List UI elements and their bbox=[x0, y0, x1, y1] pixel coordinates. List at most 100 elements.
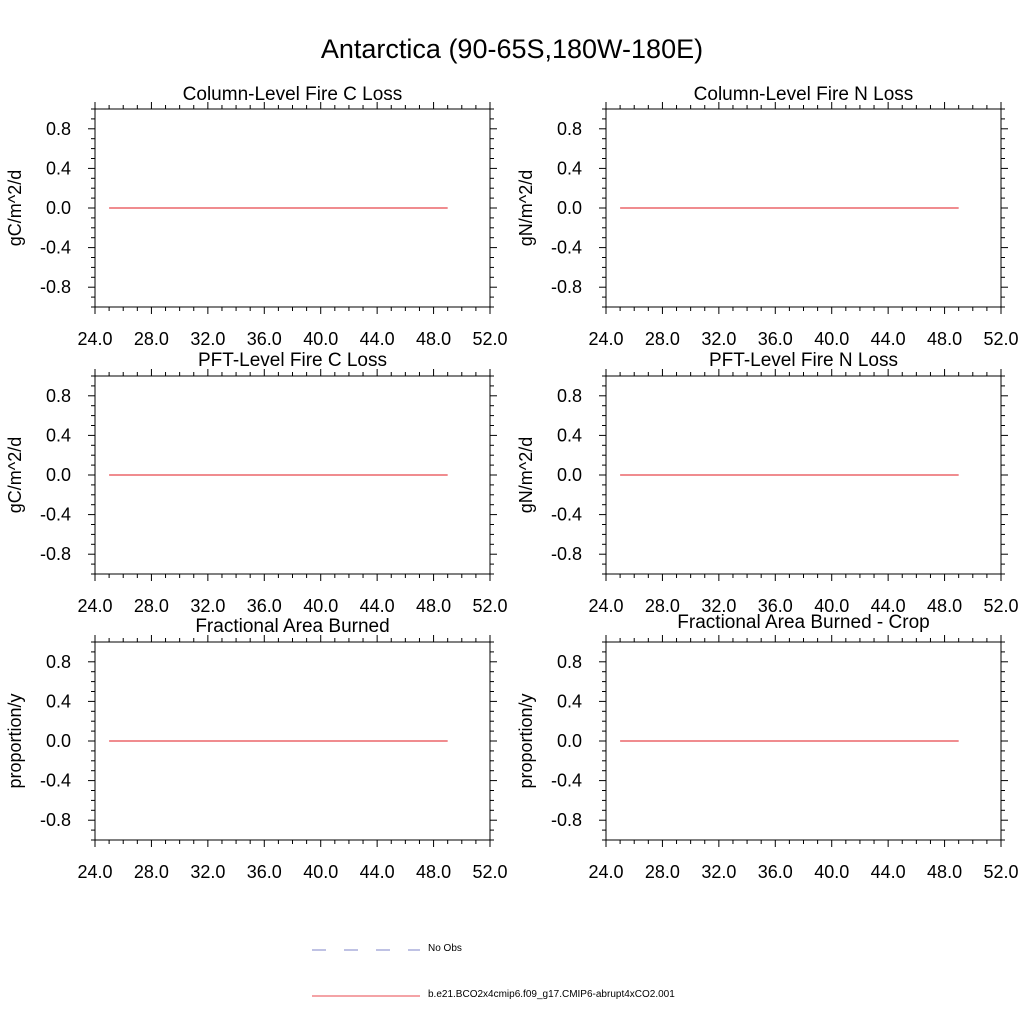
y-tick-label: 0.4 bbox=[557, 691, 582, 711]
y-tick-label: -0.4 bbox=[40, 505, 71, 525]
legend-swatch-model bbox=[312, 995, 420, 997]
y-tick-label: 0.8 bbox=[46, 119, 71, 139]
y-axis-label: gN/m^2/d bbox=[516, 170, 536, 246]
y-tick-label: -0.4 bbox=[551, 771, 582, 791]
x-tick-label: 28.0 bbox=[134, 329, 169, 349]
x-tick-label: 32.0 bbox=[190, 329, 225, 349]
y-tick-label: 0.8 bbox=[557, 386, 582, 406]
panel-title: PFT-Level Fire C Loss bbox=[198, 350, 387, 371]
x-tick-label: 44.0 bbox=[360, 329, 395, 349]
x-tick-label: 36.0 bbox=[247, 596, 282, 616]
figure-title: Antarctica (90-65S,180W-180E) bbox=[320, 34, 704, 64]
x-tick-label: 24.0 bbox=[77, 862, 112, 882]
x-tick-label: 32.0 bbox=[701, 596, 736, 616]
y-tick-label: -0.4 bbox=[40, 771, 71, 791]
y-tick-label: 0.8 bbox=[46, 652, 71, 672]
y-tick-label: -0.8 bbox=[40, 277, 71, 297]
x-tick-label: 52.0 bbox=[472, 329, 507, 349]
x-tick-label: 24.0 bbox=[588, 329, 623, 349]
y-tick-label: 0.4 bbox=[46, 158, 71, 178]
x-tick-label: 52.0 bbox=[472, 862, 507, 882]
panel-title: Column-Level Fire N Loss bbox=[694, 84, 914, 105]
y-tick-label: 0.8 bbox=[46, 386, 71, 406]
panel-title: Column-Level Fire C Loss bbox=[183, 84, 403, 105]
y-tick-label: -0.8 bbox=[551, 277, 582, 297]
x-tick-label: 48.0 bbox=[927, 862, 962, 882]
y-tick-label: 0.0 bbox=[557, 731, 582, 751]
x-tick-label: 52.0 bbox=[983, 862, 1018, 882]
y-axis-label: proportion/y bbox=[516, 693, 536, 788]
x-tick-label: 52.0 bbox=[983, 596, 1018, 616]
x-tick-label: 28.0 bbox=[134, 862, 169, 882]
x-tick-label: 28.0 bbox=[134, 596, 169, 616]
x-tick-label: 36.0 bbox=[247, 329, 282, 349]
y-tick-label: 0.0 bbox=[557, 465, 582, 485]
x-tick-label: 28.0 bbox=[645, 596, 680, 616]
y-axis-label: gN/m^2/d bbox=[516, 437, 536, 513]
x-tick-label: 24.0 bbox=[588, 862, 623, 882]
y-tick-label: 0.0 bbox=[46, 465, 71, 485]
legend-item-model: b.e21.BCO2x4cmip6.f09_g17.CMIP6-abrupt4x… bbox=[310, 986, 810, 1006]
chart-panel-1: Column-Level Fire C Loss gC/m^2/d 24.0 28.0… bbox=[5, 84, 508, 349]
x-tick-label: 36.0 bbox=[758, 862, 793, 882]
y-tick-label: 0.0 bbox=[46, 198, 71, 218]
x-tick-label: 36.0 bbox=[758, 329, 793, 349]
legend-label-model: b.e21.BCO2x4cmip6.f09_g17.CMIP6-abrupt4x… bbox=[428, 989, 675, 1000]
x-tick-label: 48.0 bbox=[416, 862, 451, 882]
y-tick-label: -0.4 bbox=[551, 238, 582, 258]
y-tick-label: -0.8 bbox=[40, 810, 71, 830]
y-tick-label: 0.0 bbox=[46, 731, 71, 751]
y-tick-label: 0.4 bbox=[557, 425, 582, 445]
x-tick-label: 44.0 bbox=[871, 862, 906, 882]
chart-panel-5: Fractional Area Burned proportion/y 24.0 28… bbox=[5, 616, 508, 882]
x-tick-label: 44.0 bbox=[360, 596, 395, 616]
x-tick-label: 32.0 bbox=[701, 329, 736, 349]
x-tick-label: 44.0 bbox=[360, 862, 395, 882]
y-tick-label: 0.4 bbox=[557, 158, 582, 178]
y-axis-label: gC/m^2/d bbox=[5, 437, 25, 513]
x-tick-label: 32.0 bbox=[190, 596, 225, 616]
panel-title: Fractional Area Burned bbox=[195, 616, 389, 637]
x-tick-label: 40.0 bbox=[303, 862, 338, 882]
x-tick-label: 48.0 bbox=[416, 329, 451, 349]
x-tick-label: 48.0 bbox=[927, 329, 962, 349]
x-tick-label: 40.0 bbox=[303, 329, 338, 349]
x-tick-label: 36.0 bbox=[758, 596, 793, 616]
panel-title: PFT-Level Fire N Loss bbox=[709, 350, 898, 371]
y-tick-label: -0.8 bbox=[551, 810, 582, 830]
y-tick-label: 0.4 bbox=[46, 691, 71, 711]
legend-swatch-obs bbox=[312, 949, 420, 951]
panel-title: Fractional Area Burned - Crop bbox=[677, 612, 929, 633]
y-tick-label: 0.0 bbox=[557, 198, 582, 218]
y-tick-label: 0.4 bbox=[46, 425, 71, 445]
legend-label-obs: No Obs bbox=[428, 943, 462, 954]
x-tick-label: 32.0 bbox=[190, 862, 225, 882]
x-tick-label: 28.0 bbox=[645, 862, 680, 882]
y-tick-label: 0.8 bbox=[557, 652, 582, 672]
y-tick-label: 0.8 bbox=[557, 119, 582, 139]
x-tick-label: 44.0 bbox=[871, 596, 906, 616]
chart-panel-6: Fractional Area Burned - Crop proportion/… bbox=[516, 612, 1019, 882]
x-tick-label: 24.0 bbox=[77, 329, 112, 349]
x-tick-label: 28.0 bbox=[645, 329, 680, 349]
x-tick-label: 40.0 bbox=[303, 596, 338, 616]
x-tick-label: 36.0 bbox=[247, 862, 282, 882]
x-tick-label: 40.0 bbox=[814, 329, 849, 349]
x-tick-label: 40.0 bbox=[814, 596, 849, 616]
x-tick-label: 40.0 bbox=[814, 862, 849, 882]
x-tick-label: 24.0 bbox=[588, 596, 623, 616]
x-tick-label: 52.0 bbox=[472, 596, 507, 616]
x-tick-label: 32.0 bbox=[701, 862, 736, 882]
chart-panel-3: PFT-Level Fire C Loss gC/m^2/d 24.0 28.0 32.… bbox=[5, 350, 508, 616]
x-tick-label: 52.0 bbox=[983, 329, 1018, 349]
y-tick-label: -0.8 bbox=[551, 544, 582, 564]
x-tick-label: 44.0 bbox=[871, 329, 906, 349]
x-tick-label: 48.0 bbox=[416, 596, 451, 616]
y-tick-label: -0.8 bbox=[40, 544, 71, 564]
y-tick-label: -0.4 bbox=[551, 505, 582, 525]
y-axis-label: gC/m^2/d bbox=[5, 170, 25, 246]
y-axis-label: proportion/y bbox=[5, 693, 25, 788]
chart-panel-2: Column-Level Fire N Loss gN/m^2/d 24.0 28.0… bbox=[516, 84, 1019, 349]
chart-panel-4: PFT-Level Fire N Loss gN/m^2/d 24.0 28.0 32.… bbox=[516, 350, 1019, 616]
